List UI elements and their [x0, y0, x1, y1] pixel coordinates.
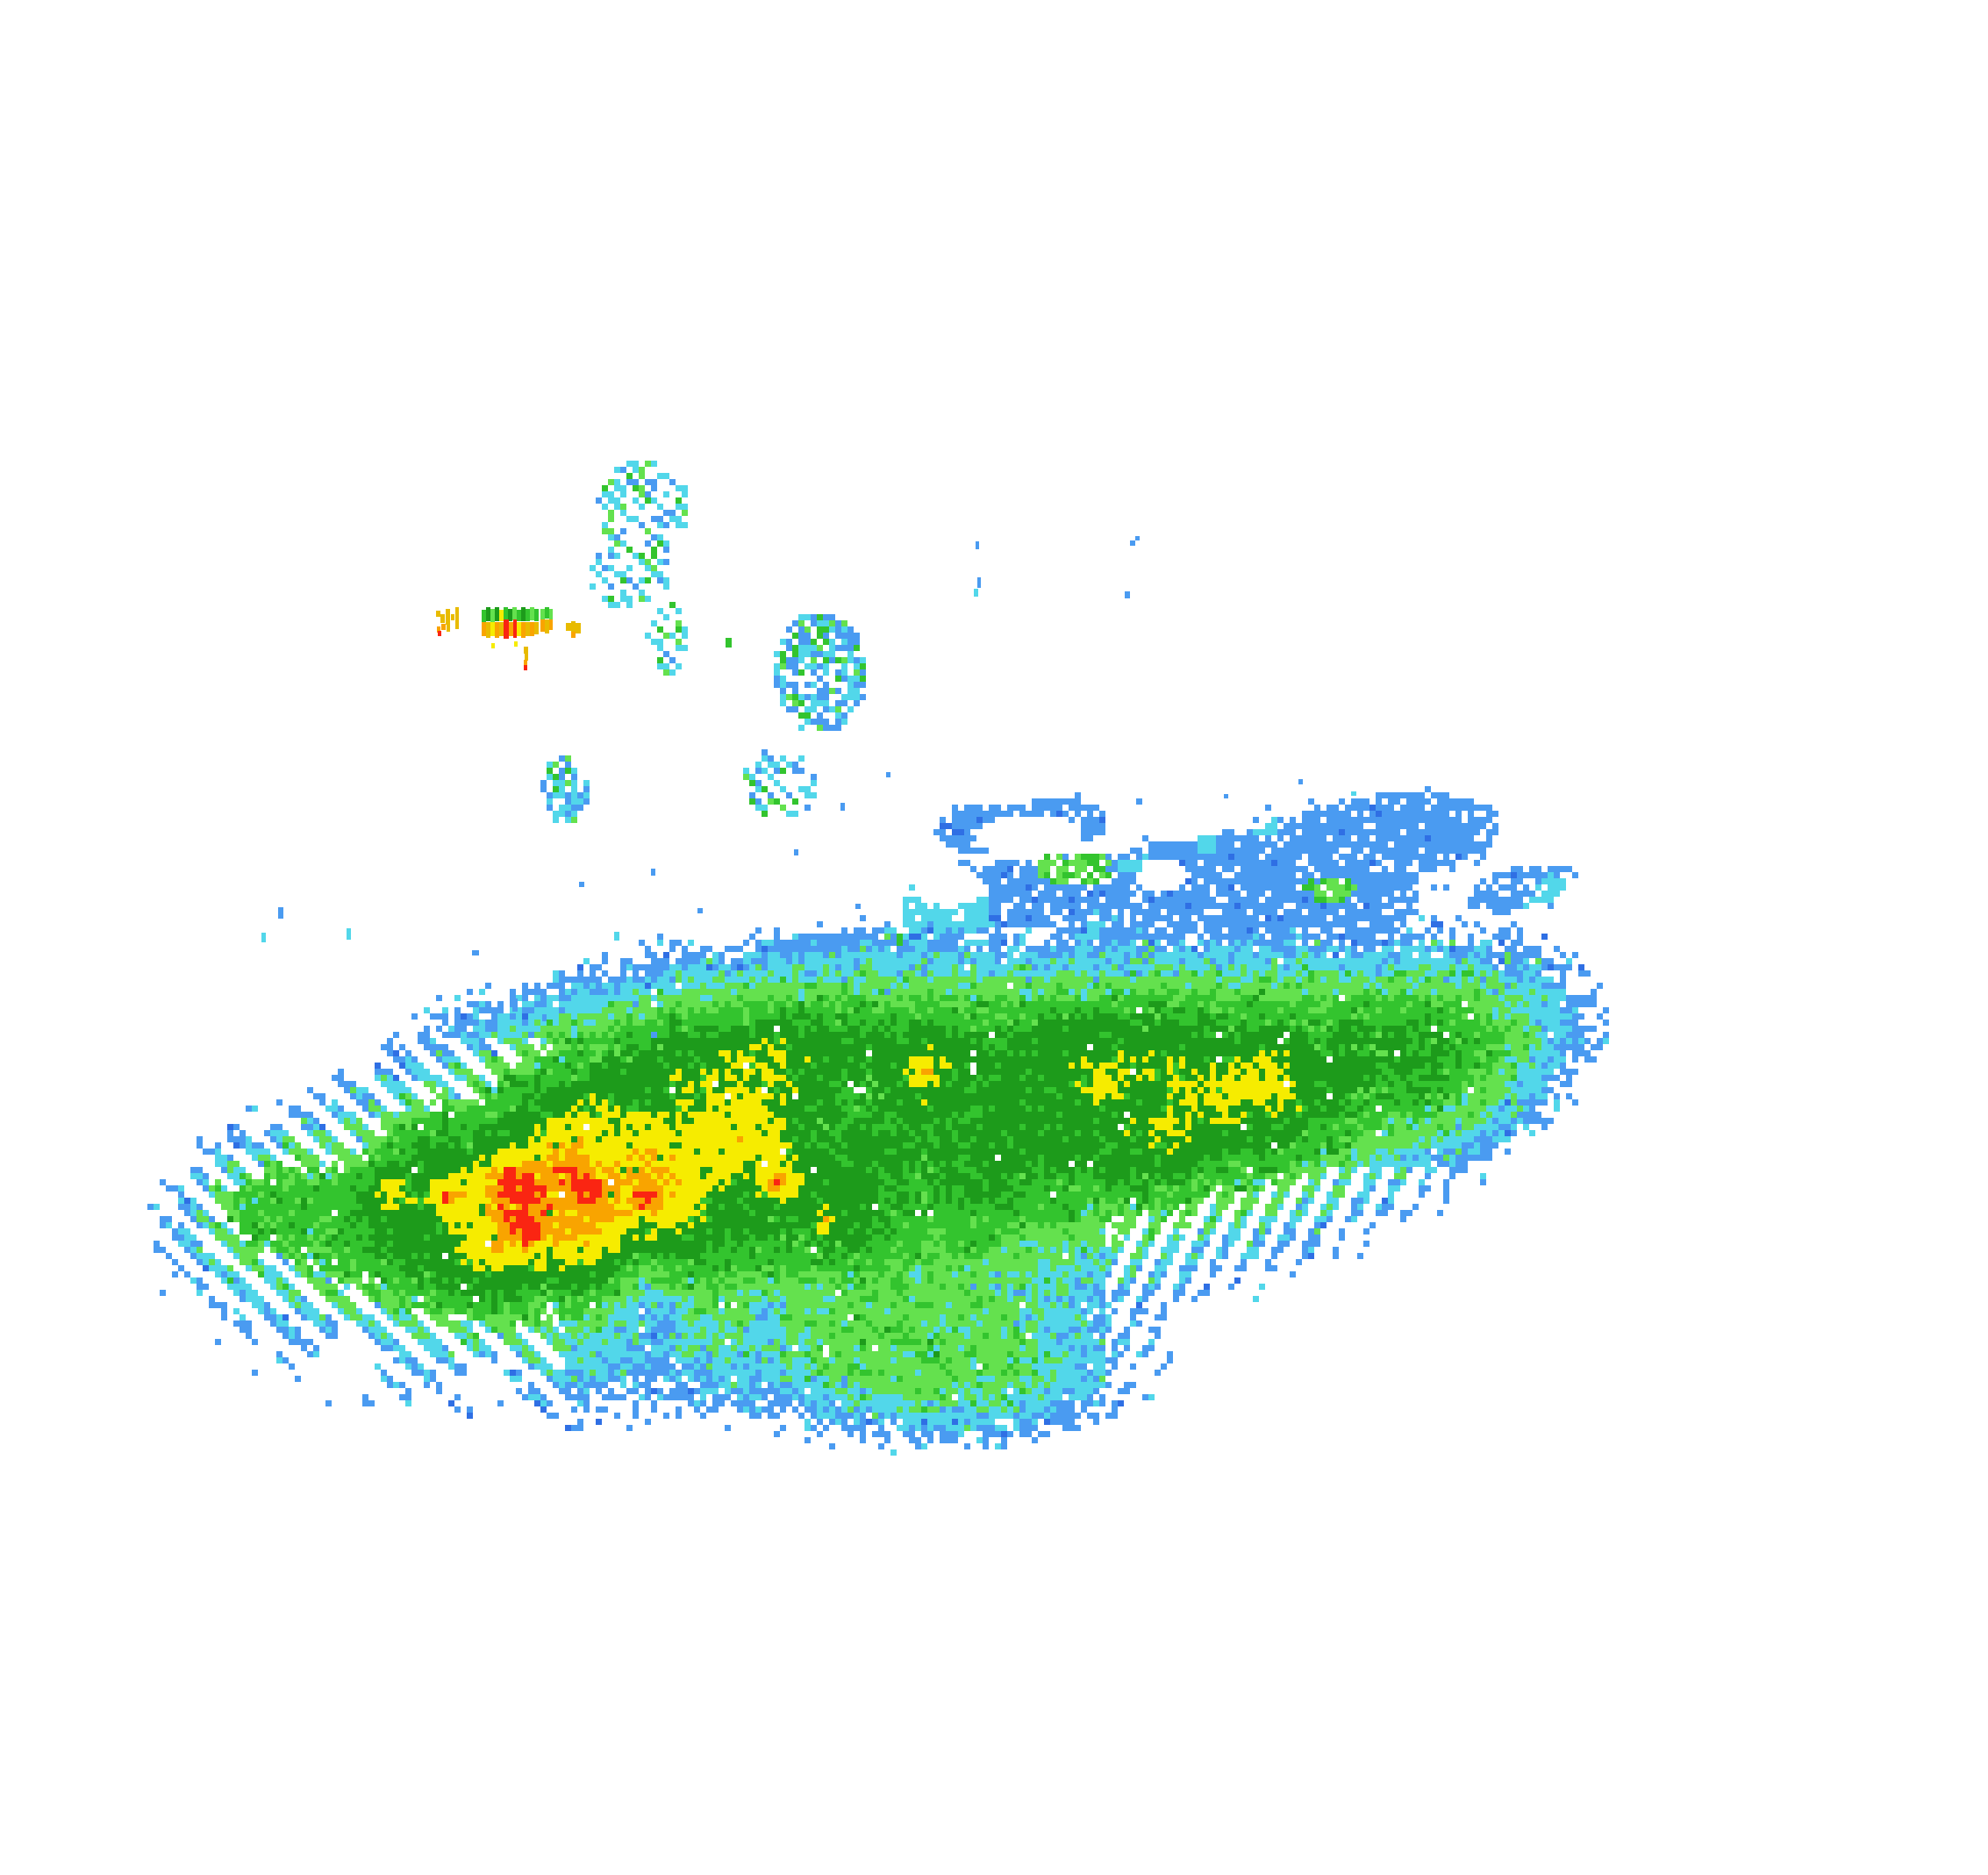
radar-precipitation-map: [0, 0, 1988, 1875]
radar-viewport: [0, 0, 1988, 1875]
